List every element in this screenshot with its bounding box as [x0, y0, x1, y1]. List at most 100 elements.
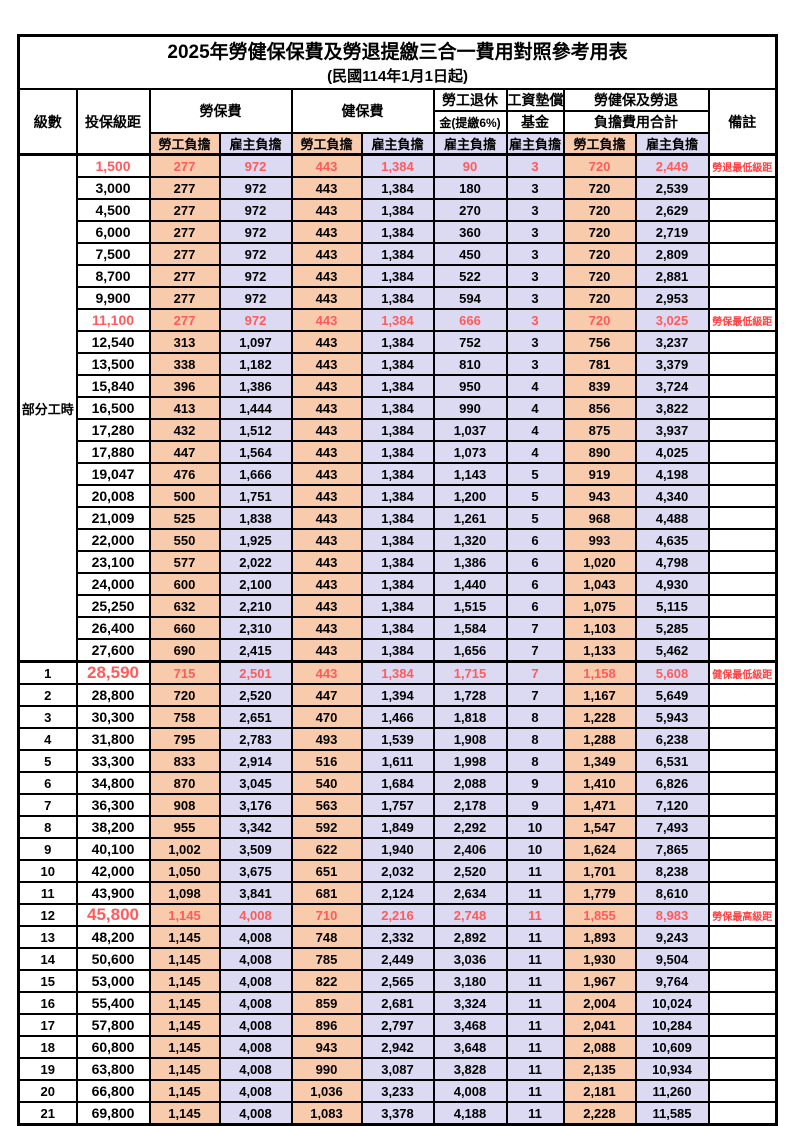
col-header-labor-insurance: 勞保費: [148, 88, 293, 134]
health-insurance-employee-cell: 470: [290, 705, 363, 729]
table-row: 8 38,200 955 3,342 592 1,849 2,292 10 1,547 7,493: [17, 815, 778, 839]
table-title-cell: 2025年勞健保保費及勞退提繳三合一費用對照參考用表 (民國114年1月1日起): [17, 34, 778, 90]
total-employer-cell: 7,120: [634, 793, 710, 817]
remark-cell: 健保最低級距: [707, 660, 778, 685]
pension-employer-cell: 1,320: [432, 528, 508, 552]
remark-cell: [707, 683, 778, 707]
labor-insurance-employer-cell: 4,008: [218, 1079, 293, 1103]
wage-fund-employer-cell: 3: [505, 198, 565, 222]
health-insurance-employer-cell: 1,384: [360, 220, 435, 244]
table-row: 12,540 313 1,097 443 1,384 752 3 756 3,237: [19, 330, 778, 354]
health-insurance-employee-cell: 443: [290, 506, 363, 530]
health-insurance-employer-cell: 1,384: [360, 638, 435, 663]
remark-cell: [707, 506, 778, 530]
premium-comparison-table: 2025年勞健保保費及勞退提繳三合一費用對照參考用表 (民國114年1月1日起)…: [17, 34, 779, 1126]
total-employer-cell: 4,025: [634, 440, 710, 464]
health-insurance-employer-cell: 1,384: [360, 594, 435, 618]
labor-insurance-employer-cell: 4,008: [218, 925, 293, 949]
labor-insurance-employer-cell: 4,008: [218, 1101, 293, 1126]
health-insurance-employer-cell: 1,611: [360, 749, 435, 773]
labor-insurance-employee-cell: 1,145: [148, 925, 221, 949]
wage-fund-employer-cell: 6: [505, 572, 565, 596]
pension-employer-cell: 522: [432, 264, 508, 288]
table-row: 22,000 550 1,925 443 1,384 1,320 6 993 4,635: [19, 528, 778, 552]
pension-employer-cell: 2,634: [432, 881, 508, 905]
salary-cell: 13,500: [75, 352, 151, 376]
salary-cell: 36,300: [75, 793, 151, 817]
remark-cell: [707, 594, 778, 618]
total-employer-cell: 10,284: [634, 1013, 710, 1037]
wage-fund-employer-cell: 9: [505, 771, 565, 795]
labor-insurance-employee-cell: 476: [148, 462, 221, 486]
pension-employer-cell: 4,188: [432, 1101, 508, 1126]
labor-insurance-employee-cell: 277: [148, 153, 221, 178]
pension-employer-cell: 1,440: [432, 572, 508, 596]
remark-cell: [707, 484, 778, 508]
subheader-labor-employer: 雇主負擔: [218, 132, 293, 156]
labor-insurance-employer-cell: 4,008: [218, 903, 293, 927]
labor-insurance-employee-cell: 550: [148, 528, 221, 552]
total-employee-cell: 1,167: [562, 683, 637, 707]
health-insurance-employer-cell: 2,565: [360, 969, 435, 993]
table-row: 23,100 577 2,022 443 1,384 1,386 6 1,020 4,798: [19, 550, 778, 574]
salary-cell: 40,100: [75, 837, 151, 861]
salary-cell: 17,880: [75, 440, 151, 464]
table-row: 10 42,000 1,050 3,675 651 2,032 2,520 11 1,701 8,…: [17, 859, 778, 883]
health-insurance-employee-cell: 943: [290, 1035, 363, 1059]
labor-insurance-employer-cell: 1,444: [218, 396, 293, 420]
salary-cell: 60,800: [75, 1035, 151, 1059]
pension-employer-cell: 810: [432, 352, 508, 376]
table-row: 4 31,800 795 2,783 493 1,539 1,908 8 1,288 6,238: [17, 727, 778, 751]
health-insurance-employer-cell: 3,378: [360, 1101, 435, 1126]
total-employee-cell: 2,135: [562, 1057, 637, 1081]
salary-cell: 34,800: [75, 771, 151, 795]
table-row: 1 28,590 715 2,501 443 1,384 1,715 7 1,158 5,608 健…: [17, 660, 778, 685]
salary-cell: 17,280: [75, 418, 151, 442]
remark-cell: [707, 286, 778, 310]
labor-insurance-employer-cell: 2,310: [218, 616, 293, 640]
labor-insurance-employee-cell: 313: [148, 330, 221, 354]
total-employer-cell: 2,539: [634, 176, 710, 200]
level-cell: 21: [17, 1101, 78, 1126]
table-row: 17,280 432 1,512 443 1,384 1,037 4 875 3,937: [19, 418, 778, 442]
pension-employer-cell: 1,261: [432, 506, 508, 530]
labor-insurance-employer-cell: 1,838: [218, 506, 293, 530]
remark-cell: [707, 374, 778, 398]
remark-cell: [707, 440, 778, 464]
total-employer-cell: 5,608: [634, 660, 710, 685]
health-insurance-employee-cell: 1,036: [290, 1079, 363, 1103]
total-employer-cell: 2,719: [634, 220, 710, 244]
labor-insurance-employee-cell: 660: [148, 616, 221, 640]
health-insurance-employer-cell: 1,940: [360, 837, 435, 861]
table-row: 9 40,100 1,002 3,509 622 1,940 2,406 10 1,624 7,8…: [17, 837, 778, 861]
total-employer-cell: 10,024: [634, 991, 710, 1015]
wage-fund-employer-cell: 3: [505, 242, 565, 266]
health-insurance-employer-cell: 2,797: [360, 1013, 435, 1037]
pension-employer-cell: 3,036: [432, 947, 508, 971]
table-row: 11 43,900 1,098 3,841 681 2,124 2,634 11 1,779 8,…: [17, 881, 778, 905]
remark-cell: [707, 220, 778, 244]
health-insurance-employee-cell: 443: [290, 484, 363, 508]
salary-cell: 15,840: [75, 374, 151, 398]
wage-fund-employer-cell: 3: [505, 220, 565, 244]
total-employer-cell: 8,983: [634, 903, 710, 927]
total-employer-cell: 10,609: [634, 1035, 710, 1059]
salary-cell: 8,700: [75, 264, 151, 288]
labor-insurance-employer-cell: 1,386: [218, 374, 293, 398]
labor-insurance-employer-cell: 2,651: [218, 705, 293, 729]
pension-employer-cell: 4,008: [432, 1079, 508, 1103]
health-insurance-employer-cell: 1,384: [360, 550, 435, 574]
health-insurance-employer-cell: 1,384: [360, 352, 435, 376]
table-row: 18 60,800 1,145 4,008 943 2,942 3,648 11 2,088 10…: [17, 1035, 778, 1059]
total-employee-cell: 1,624: [562, 837, 637, 861]
health-insurance-employee-cell: 443: [290, 220, 363, 244]
health-insurance-employer-cell: 1,384: [360, 264, 435, 288]
health-insurance-employer-cell: 1,384: [360, 572, 435, 596]
wage-fund-employer-cell: 11: [505, 903, 565, 927]
total-employee-cell: 756: [562, 330, 637, 354]
health-insurance-employer-cell: 1,757: [360, 793, 435, 817]
table-row: 7 36,300 908 3,176 563 1,757 2,178 9 1,471 7,120: [17, 793, 778, 817]
total-employee-cell: 993: [562, 528, 637, 552]
total-employee-cell: 1,893: [562, 925, 637, 949]
level-cell: 14: [17, 947, 78, 971]
